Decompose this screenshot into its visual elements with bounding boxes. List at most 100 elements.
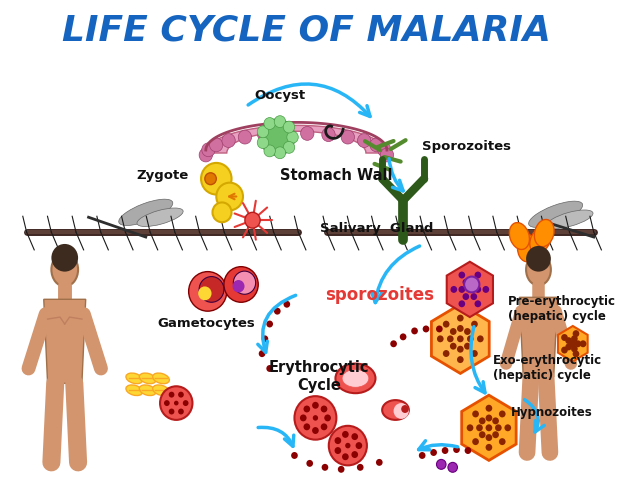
Circle shape — [482, 286, 489, 293]
Text: Salivary  Gland: Salivary Gland — [320, 222, 433, 235]
Circle shape — [321, 406, 327, 412]
Circle shape — [380, 148, 394, 162]
Circle shape — [475, 286, 481, 293]
Text: Oocyst: Oocyst — [255, 89, 306, 102]
Circle shape — [164, 400, 170, 406]
Ellipse shape — [139, 385, 156, 396]
Circle shape — [279, 126, 292, 140]
Ellipse shape — [517, 234, 537, 262]
Circle shape — [486, 444, 493, 451]
Circle shape — [260, 119, 295, 155]
Polygon shape — [447, 262, 493, 317]
Circle shape — [322, 128, 335, 142]
Circle shape — [304, 423, 310, 430]
Text: LIFE CYCLE OF MALARIA: LIFE CYCLE OF MALARIA — [63, 13, 551, 47]
Circle shape — [412, 328, 418, 334]
Circle shape — [571, 345, 578, 353]
Circle shape — [505, 424, 511, 431]
Circle shape — [274, 147, 286, 159]
Ellipse shape — [119, 199, 173, 226]
Circle shape — [224, 267, 258, 302]
Circle shape — [313, 415, 318, 421]
Circle shape — [441, 447, 449, 454]
Circle shape — [52, 244, 78, 272]
Circle shape — [464, 328, 471, 335]
Circle shape — [419, 452, 426, 459]
Circle shape — [352, 451, 358, 458]
Circle shape — [312, 402, 319, 409]
Circle shape — [565, 343, 572, 350]
Circle shape — [209, 138, 223, 152]
Text: Hypnozoites: Hypnozoites — [511, 407, 593, 420]
Circle shape — [464, 276, 479, 292]
Circle shape — [571, 335, 578, 342]
Circle shape — [178, 409, 184, 414]
Ellipse shape — [530, 227, 551, 253]
Ellipse shape — [547, 210, 593, 228]
Circle shape — [274, 116, 286, 127]
Circle shape — [443, 350, 450, 357]
Circle shape — [199, 276, 224, 302]
Circle shape — [334, 447, 341, 454]
Circle shape — [257, 137, 269, 148]
Ellipse shape — [382, 400, 409, 420]
Circle shape — [422, 326, 429, 332]
Circle shape — [174, 401, 179, 405]
Circle shape — [216, 182, 243, 210]
Circle shape — [561, 347, 568, 354]
Circle shape — [570, 340, 576, 347]
Circle shape — [575, 340, 581, 347]
Circle shape — [443, 321, 450, 328]
Circle shape — [160, 386, 193, 420]
Circle shape — [189, 272, 226, 311]
Circle shape — [390, 340, 397, 347]
Circle shape — [401, 405, 409, 413]
Circle shape — [499, 411, 505, 417]
Ellipse shape — [342, 369, 369, 387]
Circle shape — [453, 446, 460, 453]
Circle shape — [300, 126, 314, 140]
Circle shape — [463, 293, 469, 300]
Polygon shape — [206, 125, 387, 153]
Circle shape — [257, 126, 269, 138]
Ellipse shape — [139, 373, 156, 384]
Circle shape — [486, 424, 493, 431]
Ellipse shape — [152, 385, 169, 396]
Circle shape — [580, 340, 586, 347]
Circle shape — [493, 431, 499, 438]
Circle shape — [450, 286, 457, 293]
Circle shape — [459, 300, 465, 307]
Circle shape — [470, 293, 477, 300]
Polygon shape — [44, 299, 85, 383]
Circle shape — [457, 315, 464, 321]
Ellipse shape — [52, 253, 78, 286]
Circle shape — [322, 464, 329, 471]
Circle shape — [457, 335, 464, 342]
Circle shape — [295, 396, 336, 440]
Circle shape — [202, 143, 215, 157]
Circle shape — [479, 431, 486, 438]
Circle shape — [341, 130, 355, 144]
Ellipse shape — [126, 385, 143, 396]
Ellipse shape — [137, 208, 183, 227]
Circle shape — [466, 286, 473, 293]
Circle shape — [329, 426, 367, 466]
Circle shape — [266, 320, 273, 328]
Circle shape — [495, 424, 501, 431]
Polygon shape — [431, 304, 489, 374]
Circle shape — [459, 272, 465, 278]
Circle shape — [245, 212, 260, 228]
Text: Pre-erythrocytic
(hepatic) cycle: Pre-erythrocytic (hepatic) cycle — [508, 295, 616, 323]
Circle shape — [283, 301, 290, 308]
Circle shape — [499, 438, 505, 445]
Circle shape — [472, 411, 479, 417]
Text: Zygote: Zygote — [137, 169, 189, 182]
Text: Exo-erythrocytic
(hepatic) cycle: Exo-erythrocytic (hepatic) cycle — [493, 354, 602, 383]
Circle shape — [376, 459, 383, 466]
Circle shape — [199, 148, 212, 162]
Circle shape — [168, 392, 174, 398]
Circle shape — [306, 460, 313, 467]
Circle shape — [475, 272, 481, 278]
Text: sporozoites: sporozoites — [325, 286, 434, 304]
Circle shape — [355, 442, 362, 449]
